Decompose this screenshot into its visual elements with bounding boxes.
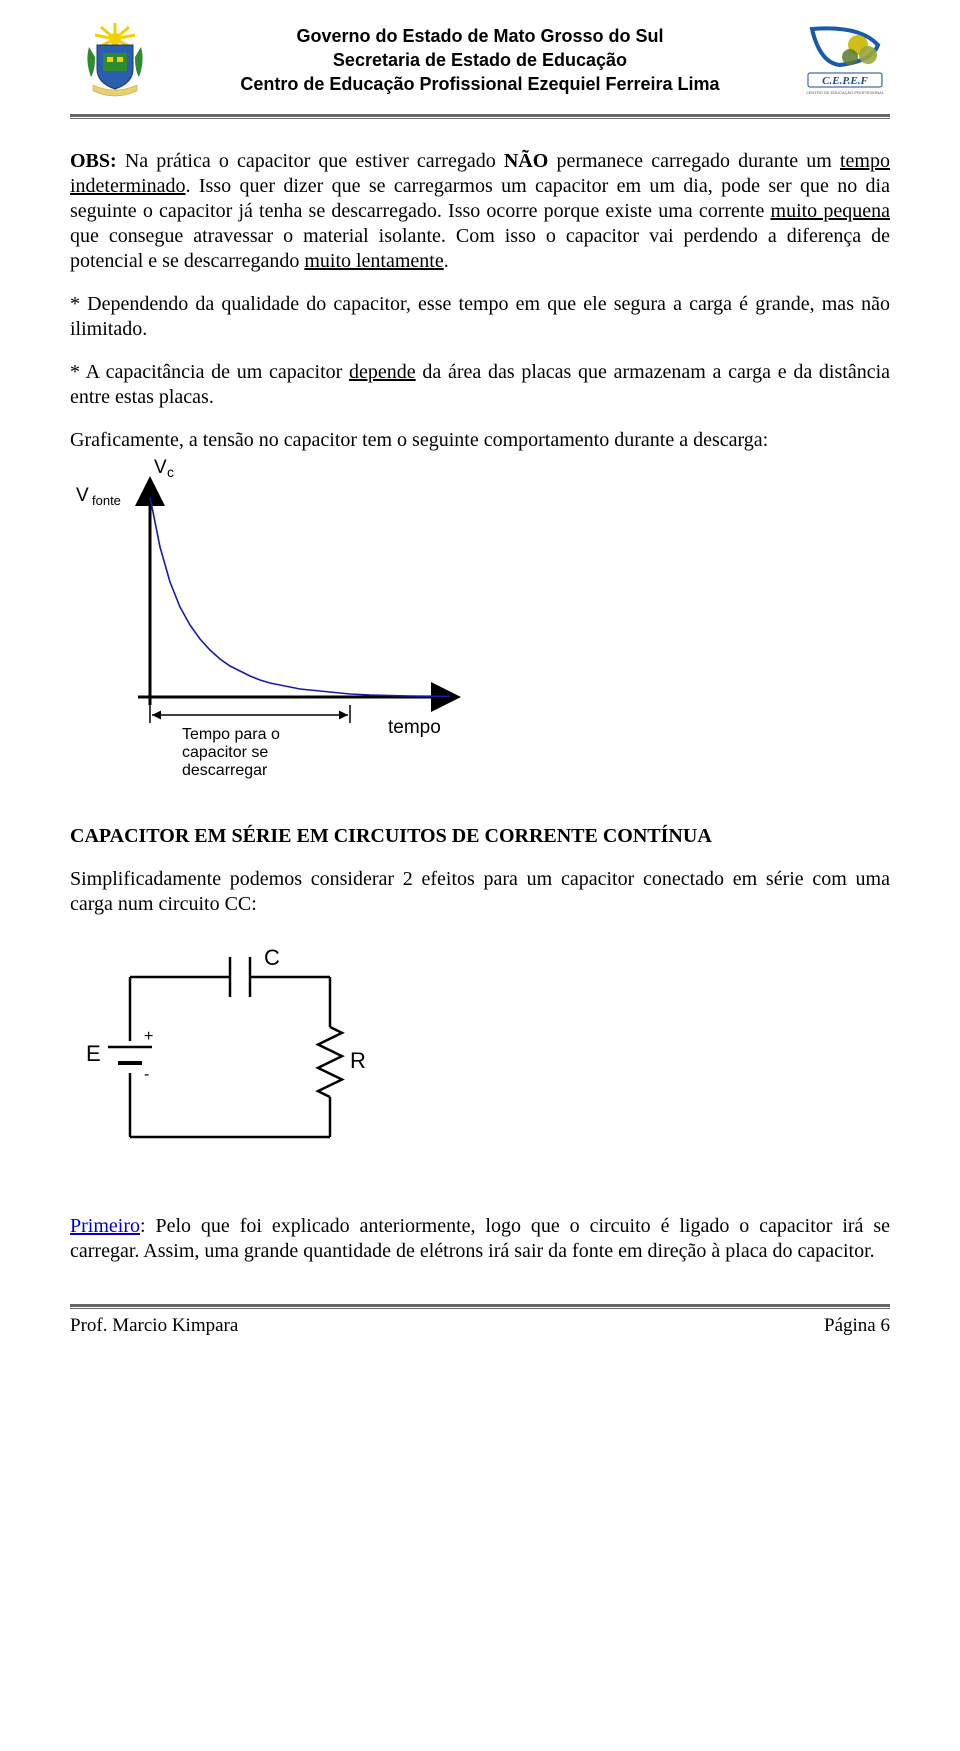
svg-text:C: C [264,945,280,970]
svg-text:capacitor se: capacitor se [182,744,268,761]
svg-text:c: c [167,464,174,480]
svg-text:-: - [144,1066,149,1083]
logo-right-text: C.E.P.E.F [822,75,868,87]
header-divider [70,114,890,119]
svg-text:CENTRO DE EDUCAÇÃO PROFISSIONA: CENTRO DE EDUCAÇÃO PROFISSIONAL [806,90,885,95]
paragraph-simplified: Simplificadamente podemos considerar 2 e… [70,867,890,917]
svg-text:Tempo para o: Tempo para o [182,726,280,743]
paragraph-obs: OBS: Na prática o capacitor que estiver … [70,149,890,274]
footer-page-number: Página 6 [824,1315,890,1337]
svg-text:V: V [76,485,89,506]
svg-text:descarregar: descarregar [182,762,268,779]
page-footer: Prof. Marcio Kimpara Página 6 [70,1315,890,1337]
body-content: OBS: Na prática o capacitor que estiver … [70,149,890,1264]
paragraph-graphically: Graficamente, a tensão no capacitor tem … [70,428,890,453]
footer-author: Prof. Marcio Kimpara [70,1315,238,1337]
svg-text:fonte: fonte [92,493,121,508]
circuit-diagram: C R + - E [70,937,890,1174]
discharge-chart: VcVfontetempoTempo para ocapacitor sedes… [70,457,890,794]
svg-text:tempo: tempo [388,717,441,738]
sun-rays-icon [95,23,135,47]
primeiro-link: Primeiro [70,1215,140,1237]
paragraph-primeiro: Primeiro: Pelo que foi explicado anterio… [70,1214,890,1264]
svg-text:+: + [144,1028,153,1045]
svg-text:E: E [86,1041,101,1066]
header-line-1: Governo do Estado de Mato Grosso do Sul [160,24,800,48]
svg-text:V: V [154,457,167,478]
nao-emphasis: NÃO [504,150,548,172]
paragraph-quality: * Dependendo da qualidade do capacitor, … [70,292,890,342]
logo-left-coat-of-arms [70,20,160,100]
document-header: Governo do Estado de Mato Grosso do Sul … [70,20,890,108]
footer-divider [70,1304,890,1309]
logo-right-cepef: C.E.P.E.F CENTRO DE EDUCAÇÃO PROFISSIONA… [800,20,890,100]
paragraph-capacitance: * A capacitância de um capacitor depende… [70,360,890,410]
obs-label: OBS: [70,150,117,172]
section-title-series: CAPACITOR EM SÉRIE EM CIRCUITOS DE CORRE… [70,824,890,849]
svg-text:R: R [350,1048,366,1073]
header-line-3: Centro de Educação Profissional Ezequiel… [160,72,800,96]
header-line-2: Secretaria de Estado de Educação [160,48,800,72]
